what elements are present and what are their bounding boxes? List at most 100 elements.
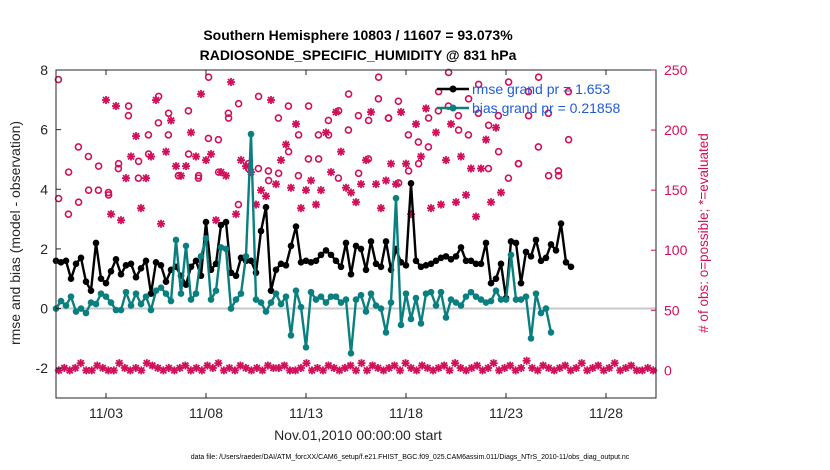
evaluated-obs-marker xyxy=(122,174,130,183)
rmse-point xyxy=(537,257,545,265)
evaluated-obs-marker-bottom xyxy=(577,359,586,368)
star-stroke xyxy=(437,200,445,209)
rmse-point xyxy=(122,262,130,269)
possible-obs-marker xyxy=(254,92,263,101)
rmse-point xyxy=(307,259,315,266)
star-stroke xyxy=(578,359,586,367)
bias-point xyxy=(72,308,80,315)
star-stroke xyxy=(282,140,290,149)
star-stroke xyxy=(357,359,366,367)
rmse-point xyxy=(427,260,435,268)
evaluated-obs-marker-bottom xyxy=(451,359,460,368)
possible-obs-marker xyxy=(314,131,323,139)
bias-point xyxy=(252,296,260,303)
evaluated-obs-marker xyxy=(377,204,385,213)
bias-point xyxy=(247,130,255,138)
rmse-point xyxy=(487,279,495,287)
bias-point xyxy=(147,306,155,314)
star-stroke xyxy=(297,204,305,212)
possible-obs-marker xyxy=(124,111,133,120)
possible-obs-marker xyxy=(224,114,233,122)
evaluated-obs-marker xyxy=(102,96,110,105)
evaluated-obs-marker-bottom xyxy=(241,363,250,372)
possible-obs-marker xyxy=(294,171,303,180)
star-stroke xyxy=(427,204,435,212)
star-stroke xyxy=(402,160,410,168)
possible-obs-marker xyxy=(234,99,243,108)
star-stroke xyxy=(467,164,475,173)
star-stroke xyxy=(99,364,107,372)
bias-point xyxy=(122,288,130,296)
rmse-point xyxy=(327,251,335,259)
rmse-point xyxy=(452,253,460,260)
bias-point xyxy=(412,294,420,302)
chart-title: Southern Hemisphere 10803 / 11607 = 93.0… xyxy=(203,27,513,43)
rmse-point xyxy=(347,270,355,278)
rmse-point xyxy=(62,257,70,265)
evaluated-obs-marker xyxy=(462,190,470,199)
evaluated-obs-marker-bottom xyxy=(352,366,360,375)
star-stroke xyxy=(457,152,465,161)
star-stroke xyxy=(363,366,371,375)
bias-point xyxy=(157,284,165,291)
bias-point xyxy=(522,293,530,300)
bias-point xyxy=(282,293,290,300)
rmse-point xyxy=(497,260,505,268)
star-stroke xyxy=(362,156,370,164)
rmse-point xyxy=(382,238,390,245)
possible-obs-marker xyxy=(84,186,93,194)
rmse-point xyxy=(337,263,345,271)
star-stroke xyxy=(407,364,415,372)
star-stroke xyxy=(347,188,355,197)
evaluated-obs-marker xyxy=(477,164,485,173)
star-stroke xyxy=(342,184,350,192)
star-stroke xyxy=(117,216,125,224)
rmse-point xyxy=(162,278,170,286)
possible-obs-marker xyxy=(234,200,243,209)
bias-point xyxy=(432,302,440,309)
rmse-point xyxy=(67,275,75,283)
star-stroke xyxy=(445,366,454,375)
possible-obs-marker xyxy=(114,164,123,173)
rmse-point xyxy=(137,264,145,272)
rmse-series xyxy=(52,180,575,302)
evaluated-obs-marker-bottom xyxy=(484,363,493,372)
rmse-point xyxy=(237,254,245,262)
rmse-point xyxy=(77,254,85,262)
star-stroke xyxy=(327,168,335,176)
rmse-point xyxy=(227,269,235,277)
star-stroke xyxy=(122,174,130,182)
rmse-point xyxy=(287,242,295,250)
bias-point xyxy=(357,291,365,299)
chart-subtitle: RADIOSONDE_SPECIFIC_HUMIDITY @ 831 hPa xyxy=(200,47,517,63)
possible-obs-marker xyxy=(264,167,273,175)
rmse-point xyxy=(157,262,165,269)
evaluated-obs-marker xyxy=(177,171,185,180)
bias-point xyxy=(447,296,455,303)
bias-point xyxy=(62,302,70,309)
possible-obs-marker xyxy=(274,114,283,122)
star-stroke xyxy=(232,210,240,218)
evaluated-obs-marker-bottom xyxy=(572,363,581,372)
bias-point xyxy=(77,305,85,312)
rmse-point xyxy=(222,218,230,226)
star-stroke xyxy=(142,174,150,182)
bias-point xyxy=(462,293,470,300)
possible-obs-marker xyxy=(484,121,493,130)
star-stroke xyxy=(277,156,285,164)
star-stroke xyxy=(88,366,96,375)
evaluated-obs-marker-bottom xyxy=(181,361,190,370)
y-tick-label: 4 xyxy=(40,181,48,197)
bias-point xyxy=(337,299,345,306)
possible-obs-marker xyxy=(474,109,483,118)
bias-point xyxy=(367,290,375,297)
possible-obs-marker xyxy=(454,126,463,134)
possible-obs-marker xyxy=(544,109,553,118)
rmse-point xyxy=(492,275,500,283)
evaluated-obs-marker-bottom xyxy=(440,361,449,370)
evaluated-obs-marker-bottom xyxy=(396,366,405,375)
star-stroke xyxy=(312,200,320,209)
x-tick-label: 11/13 xyxy=(289,405,323,421)
evaluated-obs-marker xyxy=(182,162,190,171)
evaluated-obs-marker xyxy=(482,135,490,144)
